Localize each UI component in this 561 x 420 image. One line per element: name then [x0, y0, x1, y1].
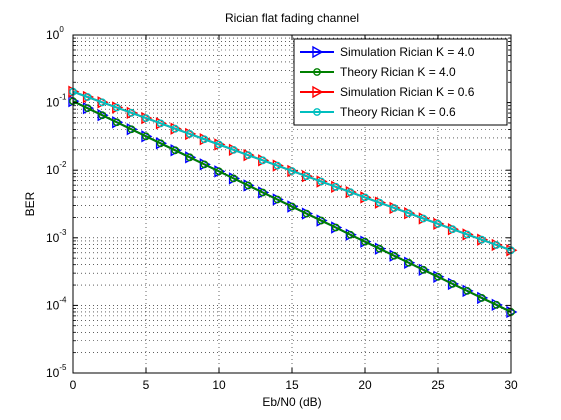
data-point: [127, 108, 136, 117]
legend-label: Simulation Rician K = 0.6: [340, 85, 475, 99]
data-point: [288, 167, 296, 175]
data-point: [171, 124, 180, 133]
data-point: [200, 135, 209, 144]
grid-lines: [72, 35, 512, 374]
data-point: [288, 202, 296, 211]
data-point: [215, 140, 223, 149]
data-point: [171, 146, 180, 155]
data-point: [346, 230, 355, 239]
data-point: [434, 272, 442, 281]
x-axis-label: Eb/N0 (dB): [262, 395, 321, 409]
legend-item: Theory Rician K = 4.0: [300, 65, 456, 79]
data-point: [302, 209, 311, 218]
data-point: [331, 223, 340, 232]
data-point: [317, 177, 326, 186]
y-tick-label: 10-3: [46, 228, 67, 245]
data-point: [463, 230, 472, 239]
series-2: [69, 97, 515, 316]
data-point: [112, 118, 121, 127]
data-point: [127, 125, 136, 134]
data-point: [492, 300, 501, 309]
data-point: [273, 195, 282, 204]
data-point: [419, 214, 428, 223]
legend-marker: [313, 68, 321, 76]
data-point: [404, 258, 413, 267]
legend-item: Simulation Rician K = 0.6: [300, 85, 475, 99]
data-point: [375, 244, 384, 253]
legend: Simulation Rician K = 4.0 Theory Rician K…: [293, 38, 508, 126]
data-point: [185, 153, 194, 162]
data-point: [244, 151, 253, 160]
x-tick-label: 30: [504, 378, 518, 392]
data-point: [258, 156, 267, 165]
data-point: [390, 204, 399, 212]
legend-marker: [312, 85, 324, 99]
data-point: [98, 98, 107, 107]
data-point: [273, 161, 282, 170]
data-point: [317, 216, 326, 225]
y-tick-label: 10-1: [46, 93, 67, 110]
x-tick-label: 0: [70, 378, 77, 392]
data-point: [404, 209, 413, 218]
x-tick-label: 20: [358, 378, 372, 392]
axis-ticks: 0 5 10 15 20 25 30 10-5 10-4 10-3 10-2 10-1 100: [46, 25, 518, 392]
x-tick-label: 10: [212, 378, 226, 392]
y-tick-label: 100: [46, 25, 64, 42]
data-point: [390, 251, 399, 260]
legend-item: Theory Rician K = 0.6: [300, 105, 456, 119]
y-tick-label: 10-4: [46, 295, 67, 312]
data-point: [331, 182, 340, 191]
legend-marker: [313, 108, 321, 116]
data-point: [142, 132, 150, 141]
data-point: [448, 279, 457, 288]
data-point: [156, 119, 165, 128]
data-point: [434, 219, 442, 228]
x-tick-label: 25: [431, 378, 445, 392]
y-tick-label: 10-5: [46, 363, 67, 380]
legend-item: Simulation Rician K = 4.0: [300, 45, 475, 59]
data-point: [448, 225, 457, 234]
data-point: [419, 265, 428, 274]
data-point: [258, 188, 267, 197]
data-point: [477, 294, 486, 302]
data-point: [302, 172, 311, 181]
legend-box: [293, 38, 508, 126]
data-point: [361, 237, 369, 246]
series-layer: [68, 85, 518, 319]
data-point: [477, 235, 486, 244]
data-point: [492, 241, 501, 249]
series-line: [72, 90, 512, 252]
data-point: [185, 130, 194, 138]
data-point: [98, 111, 107, 120]
y-tick-label: 10-2: [46, 160, 67, 177]
legend-marker: [312, 45, 324, 59]
data-point: [346, 188, 355, 197]
data-point: [375, 198, 384, 207]
series-line: [72, 100, 512, 313]
legend-label: Theory Rician K = 0.6: [340, 105, 456, 119]
data-point: [229, 174, 238, 183]
data-point: [463, 286, 472, 295]
data-point: [83, 104, 92, 113]
x-tick-label: 15: [285, 378, 299, 392]
series-4: [69, 87, 515, 255]
data-point: [83, 93, 92, 101]
data-point: [112, 103, 121, 112]
legend-label: Simulation Rician K = 4.0: [340, 45, 475, 59]
legend-label: Theory Rician K = 4.0: [340, 65, 456, 79]
y-axis-label: BER: [23, 191, 37, 216]
data-point: [229, 145, 238, 154]
data-point: [142, 114, 150, 122]
data-point: [361, 193, 369, 202]
chart-title: Rician flat fading channel: [225, 11, 359, 25]
x-tick-label: 5: [143, 378, 150, 392]
data-point: [244, 181, 253, 190]
data-point: [200, 160, 209, 169]
data-point: [215, 167, 223, 176]
data-point: [156, 139, 165, 148]
